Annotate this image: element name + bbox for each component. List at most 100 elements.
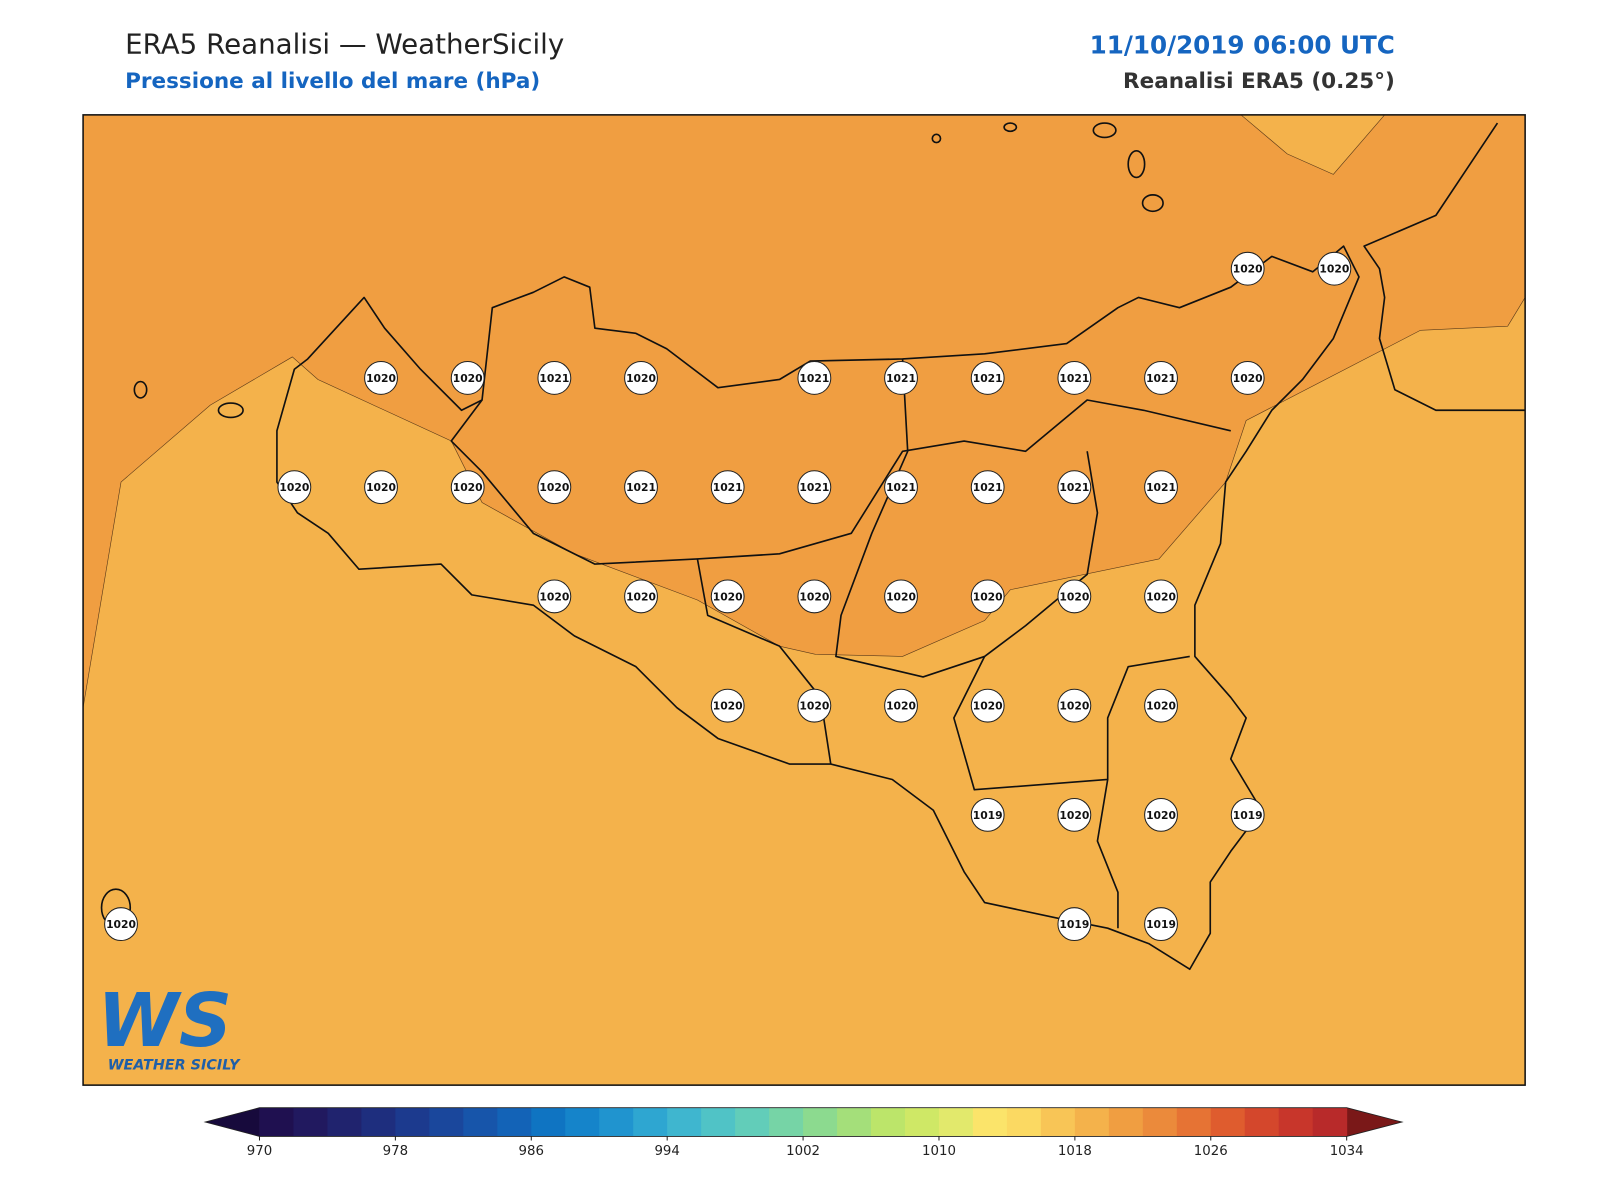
station-value: 1020 — [1146, 809, 1176, 822]
station-value: 1019 — [1233, 809, 1263, 822]
station-value: 1020 — [713, 590, 743, 603]
station-marker — [624, 361, 658, 395]
station-marker — [1057, 688, 1092, 723]
colorbar-tick-label: 1002 — [786, 1144, 820, 1159]
station-marker — [1057, 470, 1092, 505]
station-marker — [1057, 797, 1092, 832]
station-marker — [884, 470, 918, 505]
station-value: 1021 — [799, 481, 829, 494]
colorbar-segment — [1108, 1107, 1144, 1137]
station-value: 1020 — [1233, 263, 1263, 276]
station-marker — [1144, 688, 1178, 723]
colorbar-tick-label: 1034 — [1330, 1144, 1364, 1159]
station-value: 1021 — [886, 481, 916, 494]
sicily-coast — [276, 245, 1360, 971]
station-value: 1020 — [1319, 263, 1349, 276]
title: ERA5 Reanalisi — WeatherSicily — [125, 27, 564, 60]
island — [217, 402, 244, 419]
map-frame — [82, 114, 1526, 1086]
colorbar-segment — [769, 1107, 804, 1137]
colorbar-tick-label: 1010 — [922, 1144, 956, 1159]
station-marker — [1057, 361, 1092, 395]
colorbar-segment — [1176, 1107, 1212, 1137]
station-value: 1019 — [973, 809, 1003, 822]
colorbar-segment — [395, 1107, 430, 1137]
province-border — [1096, 779, 1119, 929]
colorbar-tick-label: 1026 — [1194, 1144, 1228, 1159]
station-marker — [970, 688, 1005, 723]
station-marker — [1144, 579, 1178, 614]
island — [1141, 194, 1164, 213]
station-marker — [797, 688, 832, 723]
colorbar-segment — [1244, 1107, 1280, 1137]
colorbar-segment — [1142, 1107, 1178, 1137]
station-marker — [104, 907, 138, 942]
colorbar-segment — [327, 1107, 362, 1137]
subtitle: Pressione al livello del mare (hPa) — [125, 69, 540, 94]
station-value: 1020 — [973, 590, 1003, 603]
station-marker — [884, 688, 918, 723]
station-value: 1021 — [1146, 481, 1176, 494]
station-value: 1020 — [799, 590, 829, 603]
station-value: 1021 — [626, 481, 656, 494]
station-value: 1020 — [973, 700, 1003, 713]
station-marker — [1144, 797, 1178, 832]
logo-mark: WS — [97, 978, 232, 1064]
station-marker — [1144, 470, 1178, 505]
station-marker — [450, 361, 485, 395]
calabria-coast — [1363, 122, 1526, 412]
colorbar-tick-label: 986 — [519, 1144, 544, 1159]
station-value: 1019 — [1146, 918, 1176, 931]
station-value: 1021 — [973, 481, 1003, 494]
island — [931, 133, 942, 144]
colorbar-segment — [871, 1107, 906, 1137]
colorbar-tick-label: 1018 — [1058, 1144, 1092, 1159]
station-value: 1019 — [1059, 918, 1089, 931]
station-marker — [1230, 797, 1265, 832]
station-value: 1020 — [539, 481, 569, 494]
station-value: 1021 — [799, 372, 829, 385]
station-marker — [797, 579, 832, 614]
station-value: 1020 — [886, 590, 916, 603]
colorbar-segment — [837, 1107, 872, 1137]
colorbar-segment — [803, 1107, 838, 1137]
colorbar-segment — [905, 1107, 940, 1137]
station-value: 1020 — [799, 700, 829, 713]
province-border — [835, 358, 1099, 678]
station-marker — [884, 361, 918, 395]
colorbar-tick-label: 978 — [383, 1144, 408, 1159]
station-value: 1020 — [539, 590, 569, 603]
colorbar-segment — [497, 1107, 532, 1137]
colorbar-segment — [972, 1107, 1008, 1137]
colorbar-segment — [599, 1107, 634, 1137]
station-marker — [364, 361, 398, 395]
colorbar-segment — [1210, 1107, 1246, 1137]
station-value: 1021 — [539, 372, 569, 385]
station-marker — [970, 579, 1005, 614]
station-value: 1020 — [366, 372, 396, 385]
station-marker — [970, 797, 1005, 832]
colorbar-segment — [701, 1107, 736, 1137]
colorbar-segment — [938, 1107, 974, 1137]
station-value: 1021 — [1059, 481, 1089, 494]
station-value: 1020 — [1059, 590, 1089, 603]
station-value: 1021 — [713, 481, 743, 494]
station-marker — [710, 688, 745, 723]
station-marker — [364, 470, 398, 505]
colorbar-segment — [667, 1107, 702, 1137]
station-value: 1020 — [886, 700, 916, 713]
station-value: 1020 — [713, 700, 743, 713]
station-marker — [624, 579, 658, 614]
station-value: 1021 — [886, 372, 916, 385]
colorbar-segment — [259, 1107, 294, 1137]
station-marker — [797, 361, 832, 395]
station-marker — [1057, 907, 1092, 942]
province-border — [696, 558, 832, 765]
station-value: 1020 — [1059, 809, 1089, 822]
colorbar-tick-label: 970 — [247, 1144, 272, 1159]
station-marker — [970, 470, 1005, 505]
station-marker — [1144, 907, 1178, 942]
station-marker — [1317, 251, 1352, 286]
station-marker — [710, 470, 745, 505]
station-marker — [710, 579, 745, 614]
